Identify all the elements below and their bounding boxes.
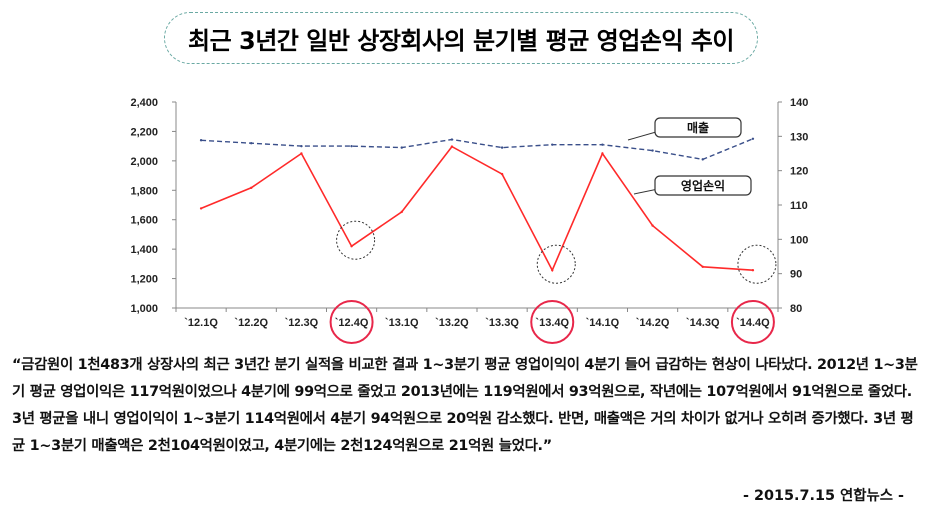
q4-label-highlight-circle	[730, 300, 775, 344]
x-tick-label: `12.2Q	[234, 317, 268, 329]
y-left-tick-label: 1,600	[130, 215, 158, 227]
data-point	[651, 149, 654, 152]
data-point	[300, 152, 303, 155]
y-left-tick-label: 1,000	[130, 303, 158, 315]
legend-label: 매출	[687, 120, 709, 135]
x-tick-label: `13.3Q	[485, 317, 519, 329]
x-tick-label: `14.2Q	[636, 317, 670, 329]
x-tick-label: `12.1Q	[184, 317, 218, 329]
y-left-tick-label: 2,000	[130, 156, 158, 168]
x-tick-label: `13.1Q	[385, 317, 419, 329]
chart-title: 최근 3년간 일반 상장회사의 분기별 평균 영업손익 추이	[188, 26, 734, 55]
data-point	[651, 224, 654, 227]
y-right-tick-label: 90	[790, 269, 802, 281]
x-tick-label: `12.3Q	[285, 317, 319, 329]
y-left-tick-label: 1,200	[130, 274, 158, 286]
dip-highlight-circle	[336, 220, 376, 260]
data-point	[450, 145, 454, 148]
data-point	[500, 146, 504, 149]
quote-paragraph: “금감원이 1천483개 상장사의 최근 3년간 분기 실적을 비교한 결과 1…	[12, 352, 924, 460]
y-right-tick-label: 140	[790, 97, 808, 109]
x-tick-label: `14.3Q	[686, 317, 720, 329]
data-point	[400, 146, 403, 149]
y-left-tick-label: 2,400	[130, 97, 158, 109]
data-point	[601, 152, 604, 155]
x-tick-label: `12.4Q	[335, 317, 369, 329]
data-point	[300, 144, 303, 148]
y-right-tick-label: 100	[790, 234, 808, 246]
data-point	[551, 143, 554, 146]
series-line-sales	[201, 138, 754, 161]
data-point	[500, 172, 504, 176]
y-left-tick-label: 1,400	[130, 244, 158, 256]
data-point	[350, 245, 353, 248]
callout-box	[654, 175, 752, 196]
source-credit: - 2015.7.15 연합뉴스 -	[743, 488, 904, 504]
x-tick-label: `13.4Q	[535, 317, 569, 329]
data-point	[551, 269, 554, 272]
data-point	[199, 139, 203, 142]
chart-title-banner: 최근 3년간 일반 상장회사의 분기별 평균 영업손익 추이	[164, 12, 758, 64]
callout-box	[654, 117, 742, 138]
data-point	[250, 186, 253, 190]
data-point	[701, 265, 704, 268]
data-point	[250, 142, 253, 145]
line-chart: 1,000 1,200 1,400 1,600 1,800 2,000 2,200 2,400…	[130, 97, 808, 344]
quote-text: “금감원이 1천483개 상장사의 최근 3년간 분기 실적을 비교한 결과 1…	[12, 357, 918, 454]
y-right-tick-label: 110	[790, 200, 808, 212]
y-right-tick-label: 120	[790, 166, 808, 178]
y-left-tick-label: 1,800	[130, 185, 158, 197]
dip-highlight-circle	[737, 244, 777, 284]
data-point	[751, 269, 755, 272]
dip-highlight-circle	[536, 244, 576, 284]
data-point	[350, 144, 353, 148]
data-point	[400, 210, 403, 214]
data-point	[450, 138, 454, 141]
x-tick-label: `13.2Q	[435, 317, 469, 329]
data-point	[601, 143, 604, 146]
x-tick-label: `14.4Q	[736, 317, 770, 329]
q4-label-highlight-circle	[329, 300, 374, 344]
x-tick-label: `14.1Q	[586, 317, 620, 329]
legend-label: 영업손익	[681, 178, 725, 193]
y-right-tick-label: 80	[790, 303, 802, 315]
y-left-tick-label: 2,200	[130, 126, 158, 138]
data-point	[701, 158, 704, 161]
y-right-tick-label: 130	[790, 131, 808, 143]
data-point	[199, 207, 203, 210]
q4-label-highlight-circle	[530, 300, 575, 344]
data-point	[751, 137, 755, 140]
series-line-operating-profit	[200, 145, 753, 273]
